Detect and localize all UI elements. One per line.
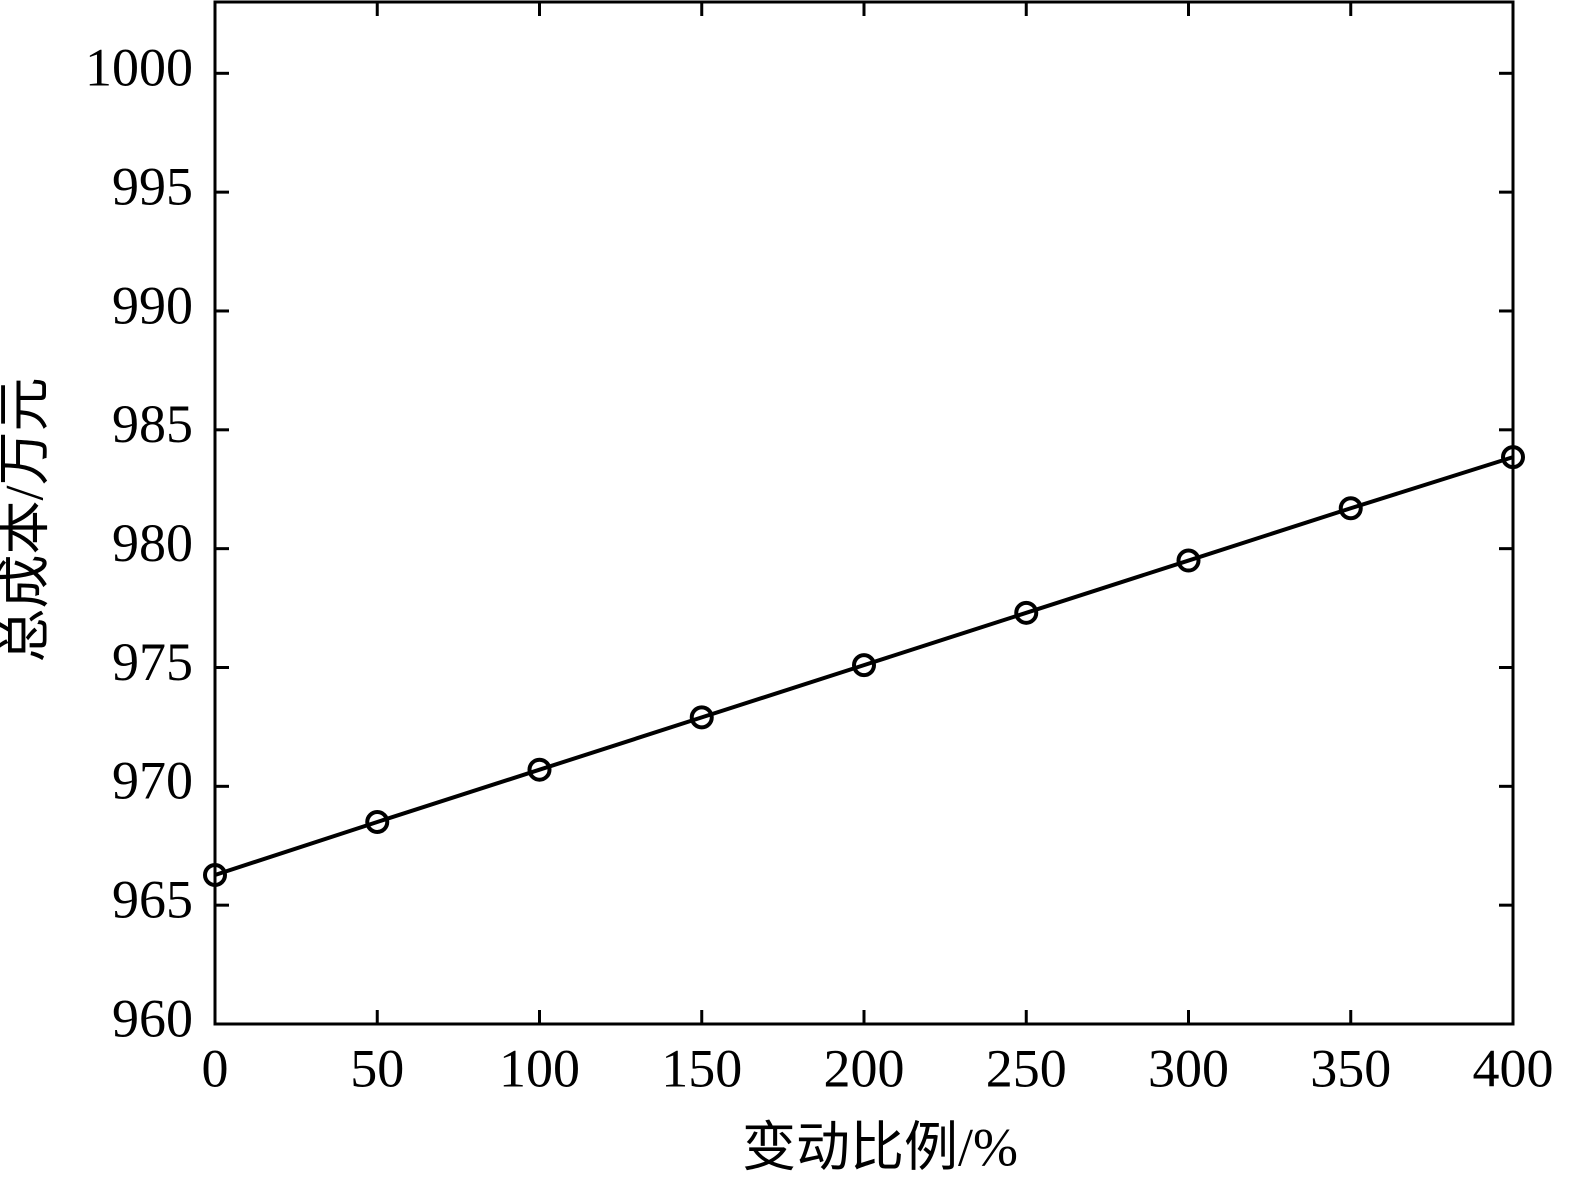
- data-point: [852, 653, 876, 678]
- x-tick-label: 400: [1473, 1038, 1554, 1098]
- data-line: [214, 455, 1514, 877]
- x-tick-label: 150: [661, 1038, 742, 1098]
- y-axis-label: 总成本/万元: [0, 377, 54, 662]
- y-tick-label: 1000: [85, 38, 193, 98]
- x-axis-label: 变动比例/%: [742, 1117, 1018, 1177]
- y-tick-label: 995: [112, 157, 193, 217]
- data-point: [1338, 496, 1363, 521]
- x-tick-label: 100: [499, 1038, 580, 1098]
- data-point: [365, 809, 390, 834]
- y-tick-label: 975: [112, 632, 193, 692]
- y-tick-label: 965: [112, 870, 193, 930]
- data-point: [203, 862, 227, 887]
- data-point: [1176, 548, 1201, 573]
- data-point: [689, 705, 714, 730]
- data-point: [1014, 600, 1039, 625]
- x-tick-label: 300: [1148, 1038, 1229, 1098]
- x-tick-label: 50: [350, 1038, 404, 1098]
- y-tick-label: 985: [112, 394, 193, 454]
- x-tick-label: 200: [824, 1038, 905, 1098]
- x-tick-label: 250: [986, 1038, 1067, 1098]
- y-tick-label: 990: [112, 275, 193, 335]
- y-tick-label: 980: [112, 513, 193, 573]
- data-point: [527, 757, 552, 782]
- data-point: [1501, 445, 1525, 470]
- y-tick-label: 970: [112, 751, 193, 811]
- x-tick-label: 350: [1310, 1038, 1391, 1098]
- x-tick-label: 0: [202, 1038, 229, 1098]
- y-tick-label: 960: [112, 988, 193, 1048]
- plot-frame: [213, 0, 1515, 1026]
